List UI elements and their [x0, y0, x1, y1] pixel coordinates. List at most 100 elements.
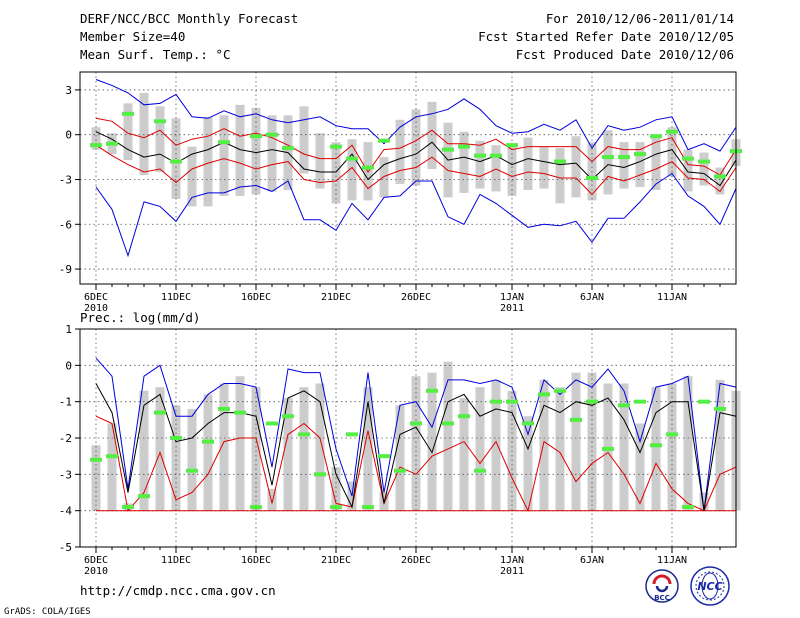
observed-marker [442, 147, 454, 152]
spread-box [155, 106, 165, 173]
y-tick-label: -4 [59, 505, 73, 518]
observed-marker [170, 159, 182, 164]
y-tick-label: 1 [65, 323, 72, 336]
spread-box [379, 157, 389, 198]
variable-label: Mean Surf. Temp.: °C [80, 47, 231, 62]
spread-box [555, 148, 565, 204]
y-tick-label: 0 [65, 129, 72, 142]
spread-box [699, 152, 709, 186]
x-tick-label: 6JAN [580, 555, 604, 566]
x-tick-label: 11DEC [161, 555, 191, 566]
observed-marker [650, 134, 662, 139]
spread-box [555, 387, 565, 511]
observed-marker [378, 138, 390, 143]
observed-marker [218, 406, 230, 411]
observed-marker [362, 165, 374, 170]
x-tick-label: 11JAN [657, 555, 687, 566]
observed-marker [298, 432, 310, 437]
x-tick-label: 1JAN [500, 555, 524, 566]
x-tick-label: 6DEC [84, 292, 108, 303]
observed-marker [410, 421, 422, 426]
y-tick-label: -1 [59, 396, 72, 409]
y-tick-label: -9 [59, 263, 72, 276]
grads-credit: GrADS: COLA/IGES [4, 607, 91, 617]
spread-box [219, 383, 229, 511]
spread-box [171, 405, 181, 511]
observed-marker [426, 388, 438, 393]
observed-marker [666, 129, 678, 134]
x-tick-year: 2011 [500, 303, 524, 314]
observed-marker [570, 417, 582, 422]
spread-box [571, 136, 581, 198]
spread-box [475, 140, 485, 189]
member-size-label: Member Size=40 [80, 29, 186, 44]
spread-box [107, 423, 117, 511]
spread-box [267, 115, 277, 192]
x-tick-label: 6DEC [84, 555, 108, 566]
observed-marker [490, 153, 502, 158]
prec-panel-label: Prec.: log(mm/d) [80, 310, 200, 325]
observed-marker [394, 468, 406, 473]
spread-box [651, 387, 661, 511]
observed-marker [458, 414, 470, 419]
observed-marker [586, 399, 598, 404]
observed-marker [106, 454, 118, 459]
spread-box [603, 130, 613, 195]
observed-marker [698, 399, 710, 404]
x-tick-label: 26DEC [401, 555, 431, 566]
observed-marker [714, 174, 726, 179]
observed-marker [378, 454, 390, 459]
observed-marker [282, 146, 294, 151]
series-max-line [95, 357, 737, 511]
spread-box [315, 383, 325, 511]
observed-marker [474, 153, 486, 158]
observed-marker [554, 388, 566, 393]
x-tick-year: 2010 [84, 303, 108, 314]
started-refer-label: Fcst Started Refer Date 2010/12/05 [478, 29, 734, 44]
observed-marker [122, 111, 134, 116]
y-tick-label: -5 [59, 541, 72, 554]
spread-box [395, 405, 405, 511]
spread-box [427, 101, 437, 170]
spread-box [267, 488, 277, 511]
spread-box [635, 142, 645, 187]
observed-marker [330, 144, 342, 149]
spread-box [283, 398, 293, 511]
spread-box [203, 394, 213, 511]
observed-marker [506, 399, 518, 404]
observed-marker [618, 403, 630, 408]
series-upper-std-line [95, 117, 737, 176]
series-lower-std-line [95, 415, 737, 513]
observed-marker [490, 399, 502, 404]
y-tick-label: 0 [65, 359, 72, 372]
observed-marker [634, 399, 646, 404]
spread-box [523, 137, 533, 190]
observed-marker [90, 457, 102, 462]
observed-marker [186, 468, 198, 473]
observed-marker [266, 132, 278, 137]
observed-marker [234, 410, 246, 415]
x-tick-year: 2010 [84, 566, 108, 577]
y-tick-label: -3 [59, 468, 72, 481]
spread-box [635, 423, 645, 511]
source-url: http://cmdp.ncc.cma.gov.cn [80, 583, 276, 598]
spread-box [571, 372, 581, 511]
observed-marker [330, 505, 342, 510]
observed-marker [202, 439, 214, 444]
observed-marker [602, 155, 614, 160]
observed-marker [682, 156, 694, 161]
observed-marker [714, 406, 726, 411]
y-tick-label: 3 [65, 84, 72, 97]
ncc-logo-text: NCC [697, 580, 722, 593]
spread-box [123, 103, 133, 161]
series-mean-line [95, 131, 737, 187]
observed-marker [314, 472, 326, 477]
observed-marker [122, 505, 134, 510]
x-tick-label: 26DEC [401, 292, 431, 303]
spread-box [459, 131, 469, 193]
observed-marker [522, 421, 534, 426]
observed-marker [602, 446, 614, 451]
observed-marker [634, 152, 646, 157]
spread-box [539, 379, 549, 511]
